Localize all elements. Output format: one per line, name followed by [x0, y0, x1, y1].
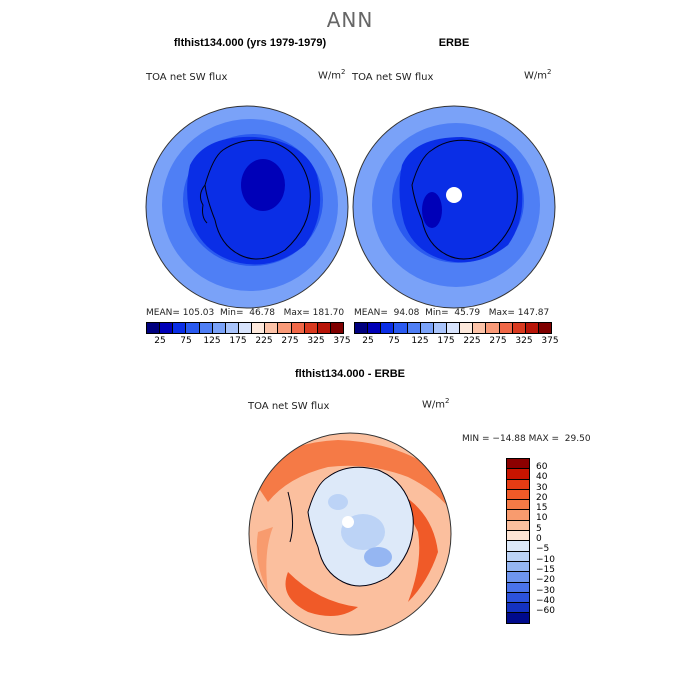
- colorbar-swatch: [499, 323, 513, 333]
- colorbar-swatch: [265, 323, 279, 333]
- colorbar-swatch: [160, 323, 174, 333]
- colorbar-swatch: [507, 469, 529, 480]
- colorbar-swatch: [278, 323, 292, 333]
- colorbar-swatch: [507, 572, 529, 583]
- colorbar-swatch: [173, 323, 187, 333]
- colorbar-tick-label: 325: [515, 336, 533, 346]
- colorbar-tick-label: 75: [388, 336, 400, 346]
- panel-left-stats: MEAN= 105.03 Min= 46.78 Max= 181.70: [146, 308, 345, 318]
- colorbar-swatch: [507, 613, 529, 623]
- panel-diff-minmax: MIN = −14.88 MAX = 29.50: [462, 434, 591, 444]
- colorbar-diff: [506, 458, 530, 624]
- colorbar-swatch: [330, 323, 344, 333]
- colorbar-tick-label: 25: [154, 336, 166, 346]
- colorbar-tick-label: 225: [255, 336, 273, 346]
- colorbar-swatch: [507, 582, 529, 593]
- map-difference: [248, 432, 452, 636]
- colorbar-tick-label: −5: [536, 544, 550, 555]
- colorbar-tick-label: 5: [536, 523, 542, 534]
- panel-right-stats: MEAN= 94.08 Min= 45.79 Max= 147.87: [354, 308, 550, 318]
- figure-title: ANN: [326, 8, 374, 32]
- colorbar-swatch: [473, 323, 487, 333]
- colorbar-tick-label: 40: [536, 472, 548, 483]
- colorbar-left: [146, 322, 344, 334]
- colorbar-tick-label: 325: [307, 336, 325, 346]
- colorbar-tick-label: 275: [281, 336, 299, 346]
- colorbar-diff-labels: 60 40 30 20 15 10 5 0 −5 −10 −15 −20 −30 −40 −60: [536, 462, 555, 616]
- colorbar-tick-label: 25: [362, 336, 374, 346]
- colorbar-swatch: [407, 323, 421, 333]
- colorbar-swatch: [199, 323, 213, 333]
- panel-right-units: W/m2: [524, 68, 552, 82]
- colorbar-swatch: [507, 551, 529, 562]
- panel-diff-units: W/m2: [422, 397, 450, 411]
- colorbar-tick-label: 125: [411, 336, 429, 346]
- colorbar-tick-label: −20: [536, 575, 555, 586]
- colorbar-left-ticks: 25 75 125 175 225 275 325 375: [147, 336, 355, 346]
- map-model: [145, 105, 349, 309]
- colorbar-swatch: [317, 323, 331, 333]
- colorbar-swatch: [212, 323, 226, 333]
- colorbar-tick-label: 60: [536, 462, 548, 472]
- colorbar-right-ticks: 25 75 125 175 225 275 325 375: [355, 336, 563, 346]
- colorbar-swatch: [512, 323, 526, 333]
- colorbar-tick-label: 15: [536, 503, 548, 514]
- panel-left-title: flthist134.000 (yrs 1979-1979): [173, 37, 327, 49]
- colorbar-swatch: [507, 500, 529, 511]
- colorbar-swatch: [507, 520, 529, 532]
- colorbar-right: [354, 322, 552, 334]
- colorbar-tick-label: 10: [536, 513, 548, 524]
- colorbar-tick-label: 375: [541, 336, 559, 346]
- panel-diff-title: flthist134.000 - ERBE: [294, 368, 406, 380]
- colorbar-swatch: [238, 323, 253, 333]
- colorbar-swatch: [507, 561, 529, 573]
- map-observed: [352, 105, 556, 309]
- colorbar-tick-label: −40: [536, 595, 555, 606]
- colorbar-tick-label: −60: [536, 606, 555, 617]
- colorbar-swatch: [291, 323, 305, 333]
- colorbar-tick-label: 175: [229, 336, 247, 346]
- colorbar-tick-label: 75: [180, 336, 192, 346]
- colorbar-swatch: [507, 603, 529, 614]
- colorbar-tick-label: 0: [536, 534, 542, 545]
- colorbar-swatch: [507, 479, 529, 490]
- colorbar-swatch: [507, 531, 529, 542]
- colorbar-swatch: [186, 323, 200, 333]
- colorbar-swatch: [225, 323, 239, 333]
- colorbar-swatch: [507, 510, 529, 521]
- colorbar-swatch: [381, 323, 395, 333]
- colorbar-tick-label: 225: [463, 336, 481, 346]
- colorbar-tick-label: 30: [536, 482, 548, 493]
- colorbar-swatch: [304, 323, 318, 333]
- colorbar-swatch: [252, 323, 266, 333]
- colorbar-swatch: [486, 323, 500, 333]
- colorbar-tick-label: 20: [536, 492, 548, 503]
- colorbar-swatch: [525, 323, 539, 333]
- colorbar-swatch: [420, 323, 434, 333]
- colorbar-tick-label: 375: [333, 336, 351, 346]
- colorbar-swatch: [507, 541, 529, 552]
- colorbar-swatch: [460, 323, 474, 333]
- colorbar-tick-label: 275: [489, 336, 507, 346]
- panel-left-units: W/m2: [318, 68, 346, 82]
- colorbar-swatch: [368, 323, 382, 333]
- colorbar-tick-label: −15: [536, 564, 555, 575]
- colorbar-tick-label: −30: [536, 585, 555, 596]
- panel-right-variable: TOA net SW flux: [352, 72, 434, 83]
- colorbar-swatch: [507, 459, 529, 470]
- panel-left-variable: TOA net SW flux: [146, 72, 228, 83]
- colorbar-swatch: [355, 323, 369, 333]
- colorbar-swatch: [538, 323, 552, 333]
- colorbar-tick-label: 175: [437, 336, 455, 346]
- colorbar-swatch: [446, 323, 461, 333]
- panel-diff-variable: TOA net SW flux: [248, 401, 330, 412]
- colorbar-swatch: [394, 323, 408, 333]
- colorbar-tick-label: 125: [203, 336, 221, 346]
- colorbar-swatch: [147, 323, 161, 333]
- colorbar-swatch: [507, 489, 529, 501]
- colorbar-tick-label: −10: [536, 554, 555, 565]
- panel-right-title: ERBE: [438, 37, 470, 49]
- colorbar-swatch: [433, 323, 447, 333]
- colorbar-swatch: [507, 592, 529, 604]
